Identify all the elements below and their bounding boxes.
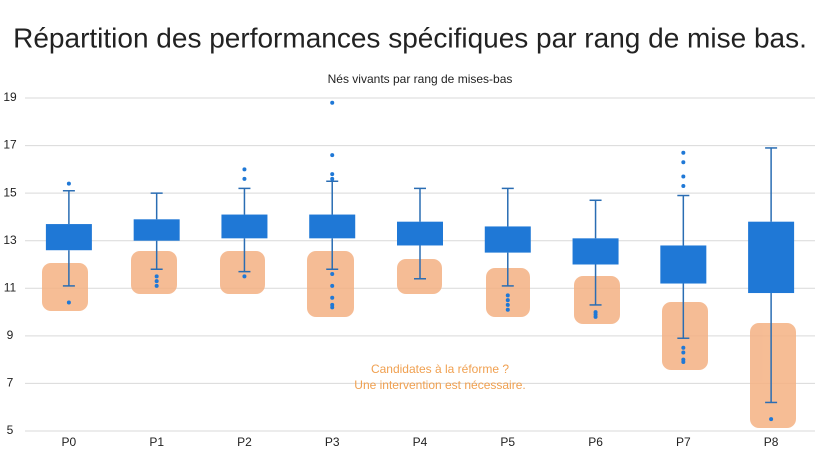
outlier — [330, 172, 335, 177]
outlier — [154, 283, 159, 288]
outlier — [505, 298, 510, 303]
box — [221, 214, 268, 239]
outlier — [681, 350, 686, 355]
outlier — [505, 302, 510, 307]
outlier — [330, 272, 335, 277]
y-tick-label: 5 — [7, 423, 14, 437]
annotation: Candidates à la réforme ? — [371, 362, 509, 376]
outlier — [330, 176, 335, 181]
outlier — [681, 345, 686, 350]
box — [309, 214, 356, 239]
x-tick-label: P7 — [676, 435, 691, 449]
x-tick-label: P0 — [62, 435, 77, 449]
y-tick-label: 15 — [3, 185, 17, 199]
x-tick-label: P3 — [325, 435, 340, 449]
outlier — [330, 100, 335, 105]
y-tick-label: 7 — [7, 376, 14, 390]
box — [748, 221, 795, 294]
outlier — [242, 176, 247, 181]
x-tick-label: P8 — [764, 435, 779, 449]
box — [660, 245, 707, 284]
x-tick-label: P6 — [588, 435, 603, 449]
y-tick-label: 19 — [3, 90, 17, 104]
y-tick-label: 17 — [3, 138, 17, 152]
outlier — [242, 274, 247, 279]
outlier — [681, 160, 686, 165]
outlier — [330, 283, 335, 288]
outlier — [681, 184, 686, 189]
box — [45, 224, 92, 251]
page-title: Répartition des performances spécifiques… — [13, 22, 807, 53]
outlier — [330, 153, 335, 158]
outlier — [769, 417, 774, 422]
x-tick-label: P5 — [500, 435, 515, 449]
annotation: Une intervention est nécessaire. — [354, 378, 525, 392]
outlier — [505, 293, 510, 298]
x-tick-label: P1 — [149, 435, 164, 449]
x-tick-label: P2 — [237, 435, 252, 449]
x-tick-label: P4 — [413, 435, 428, 449]
chart-title: Nés vivants par rang de mises-bas — [328, 72, 513, 86]
outlier — [66, 300, 71, 305]
outlier — [681, 174, 686, 179]
outlier — [681, 150, 686, 155]
box — [572, 238, 619, 265]
outlier — [154, 274, 159, 279]
y-tick-label: 13 — [3, 233, 17, 247]
outlier — [330, 305, 335, 310]
outlier — [330, 295, 335, 300]
outlier — [66, 181, 71, 186]
outlier — [505, 307, 510, 312]
y-tick-label: 11 — [4, 280, 17, 294]
box — [484, 226, 531, 253]
outlier — [593, 314, 598, 319]
y-tick-label: 9 — [7, 328, 14, 342]
box — [133, 219, 180, 241]
outlier — [242, 167, 247, 172]
highlight-zones — [42, 251, 796, 428]
outlier — [154, 279, 159, 284]
outlier — [681, 360, 686, 365]
box — [397, 221, 443, 246]
